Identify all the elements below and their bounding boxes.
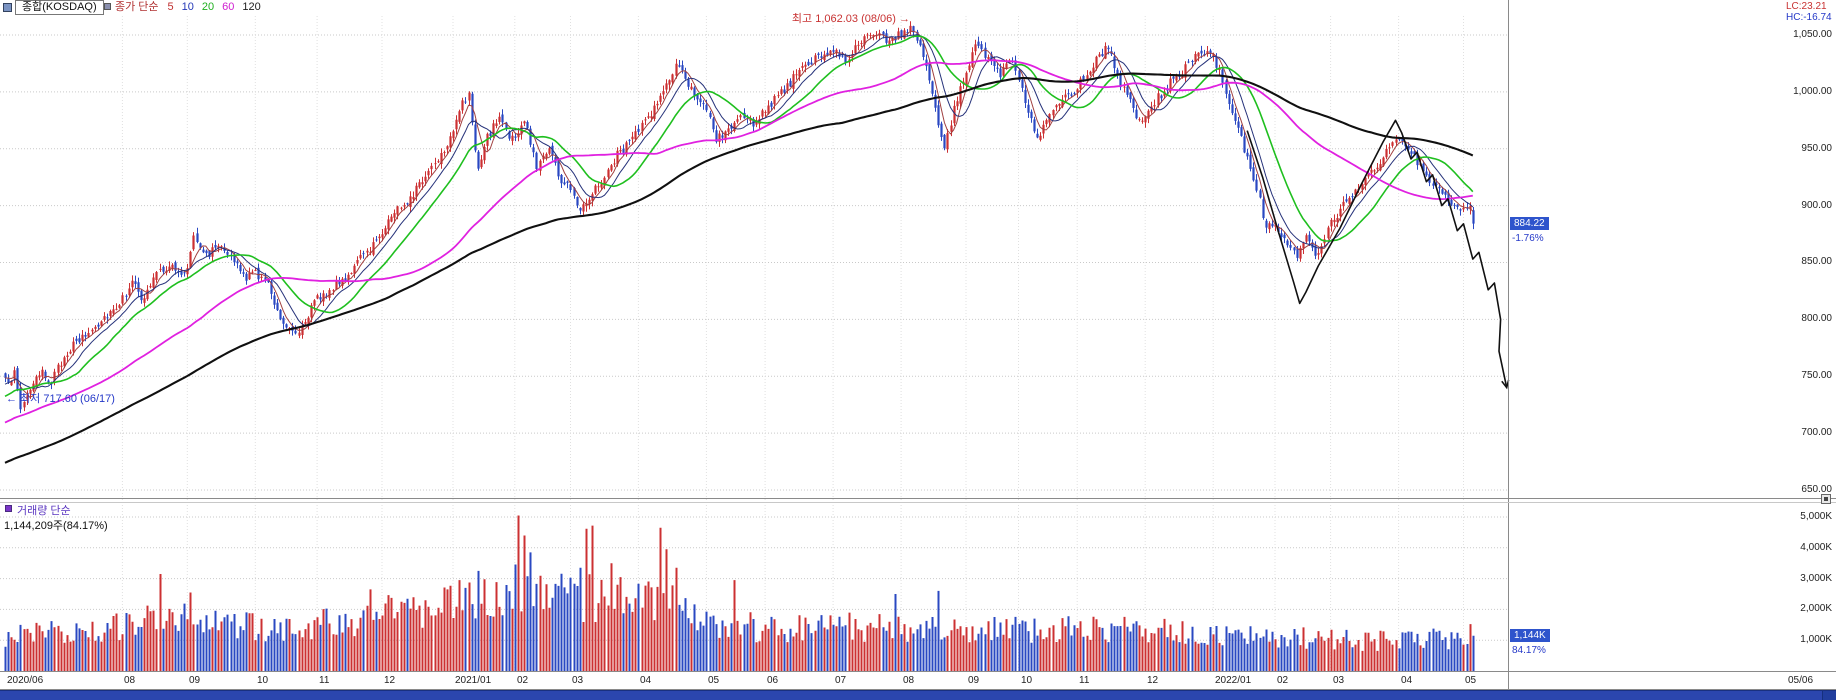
x-axis-month-label: 07 [835, 675, 847, 686]
ma-legend: 종가 단순 5 10 20 60 120 [104, 1, 269, 14]
x-axis-month-label: 2021/01 [455, 675, 492, 686]
high-annotation: 최고 1,062.03 (08/06) → [791, 13, 910, 25]
ma-legend-icon [104, 3, 111, 10]
low-change-label: LC:23.21 [1786, 1, 1827, 12]
low-annotation: ← 최저 717.60 (06/17) [6, 393, 115, 405]
price-tick: 900.00 [1801, 200, 1832, 211]
x-axis-month-label: 06 [767, 675, 779, 686]
price-change-label: -1.76% [1512, 233, 1544, 244]
volume-legend-label: 거래량 단순 [17, 505, 71, 517]
pane-resize-icon[interactable] [1821, 494, 1831, 504]
ma-period-5: 5 [167, 1, 174, 13]
price-tick: 850.00 [1801, 256, 1832, 267]
x-axis-month-label: 03 [572, 675, 584, 686]
horizontal-scrollbar[interactable] [0, 690, 1836, 700]
price-tick: 950.00 [1801, 143, 1832, 154]
x-axis-month-label: 11 [1079, 675, 1090, 686]
x-axis-month-label: 02 [517, 675, 529, 686]
ma-legend-label: 종가 단순 [115, 1, 159, 13]
price-tick: 1,000.00 [1793, 86, 1832, 97]
volume-info-label: 1,144,209주(84.17%) [4, 520, 108, 532]
volume-tick: 2,000K [1800, 603, 1832, 614]
x-axis-month-label: 04 [1401, 675, 1413, 686]
x-axis-month-label: 05 [708, 675, 720, 686]
ma-period-120: 120 [242, 1, 261, 13]
x-axis-month-label: 10 [1021, 675, 1033, 686]
price-tick: 750.00 [1801, 370, 1832, 381]
volume-tick: 5,000K [1800, 511, 1832, 522]
x-axis-month-label: 11 [319, 675, 330, 686]
current-price-badge: 884.22 [1510, 217, 1549, 230]
x-axis-month-label: 12 [1147, 675, 1159, 686]
volume-legend-icon [5, 505, 12, 512]
x-axis-month-label: 02 [1277, 675, 1289, 686]
x-axis-month-label: 2020/06 [7, 675, 44, 686]
ma-period-10: 10 [181, 1, 194, 13]
symbol-title[interactable]: 종합(KOSDAQ) [15, 0, 104, 15]
scroll-right-button[interactable] [1822, 691, 1836, 700]
x-axis-month-label: 2022/01 [1215, 675, 1252, 686]
price-tick: 1,050.00 [1793, 29, 1832, 40]
x-axis-month-label: 05 [1465, 675, 1477, 686]
x-axis-month-label: 09 [189, 675, 201, 686]
x-axis-month-label: 08 [903, 675, 915, 686]
chart-type-icon[interactable] [3, 3, 12, 12]
volume-tick: 3,000K [1800, 573, 1832, 584]
x-axis-month-label: 08 [124, 675, 136, 686]
x-axis-labels: 2020/06 08 09 10 11 12 2021/01 02 03 04 05 06 07 08 09… [0, 675, 1508, 689]
x-axis-month-label: 10 [257, 675, 269, 686]
volume-ratio-label: 84.17% [1512, 645, 1546, 656]
x-axis-month-label: 12 [384, 675, 396, 686]
high-change-label: HC:-16.74 [1786, 12, 1832, 23]
x-axis-month-label: 09 [968, 675, 980, 686]
last-date-label: 05/06 [1788, 675, 1814, 686]
current-volume-badge: 1,144K [1510, 629, 1550, 642]
x-axis-month-label: 03 [1333, 675, 1345, 686]
ma-period-60: 60 [222, 1, 235, 13]
price-tick: 700.00 [1801, 427, 1832, 438]
price-tick: 800.00 [1801, 313, 1832, 324]
volume-tick: 4,000K [1800, 542, 1832, 553]
x-axis-month-label: 04 [640, 675, 652, 686]
ma-period-20: 20 [201, 1, 215, 13]
volume-tick: 1,000K [1800, 634, 1832, 645]
price-tick: 650.00 [1801, 484, 1832, 495]
